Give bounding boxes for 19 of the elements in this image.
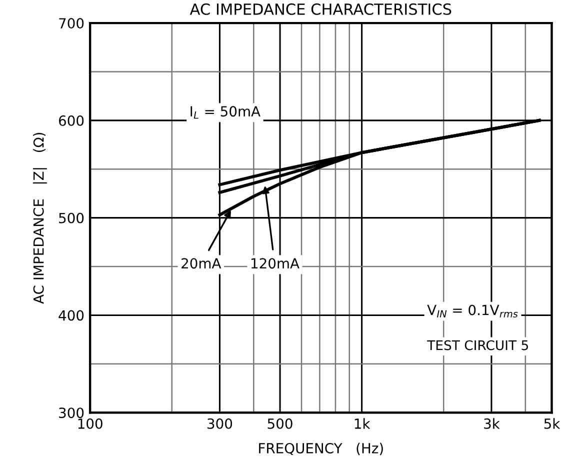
x-tick-label: 1k (354, 418, 370, 429)
x-tick-label: 500 (268, 418, 292, 429)
annotation: I$_{L}$ = 50mA (190, 106, 260, 119)
annotation: V$_{IN}$ = 0.1V$_{rms}$ (427, 304, 518, 318)
y-tick-label: 500 (59, 212, 84, 224)
y-tick-label: 300 (59, 408, 84, 418)
annotation: TEST CIRCUIT 5 (427, 340, 528, 350)
y-axis-title: AC IMPEDANCE |Z| (Ω) (33, 132, 47, 304)
y-tick-label: 600 (58, 115, 84, 126)
x-axis-title: FREQUENCY (Hz) (259, 442, 383, 456)
y-tick-label: 700 (59, 18, 84, 29)
x-tick-label: 5k (544, 418, 560, 429)
x-tick-label: 100 (78, 418, 102, 429)
y-tick-label: 400 (58, 310, 84, 321)
annotation: 20mA (182, 258, 222, 269)
annotation: 120mA (252, 258, 300, 269)
x-tick-label: 3k (484, 418, 500, 429)
x-tick-label: 300 (208, 418, 232, 429)
chart-title: AC IMPEDANCE CHARACTERISTICS (190, 3, 452, 15)
